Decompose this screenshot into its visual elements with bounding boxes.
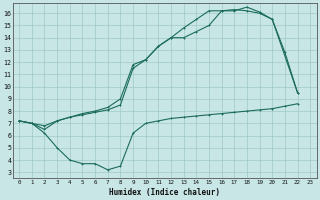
X-axis label: Humidex (Indice chaleur): Humidex (Indice chaleur) [109,188,220,197]
